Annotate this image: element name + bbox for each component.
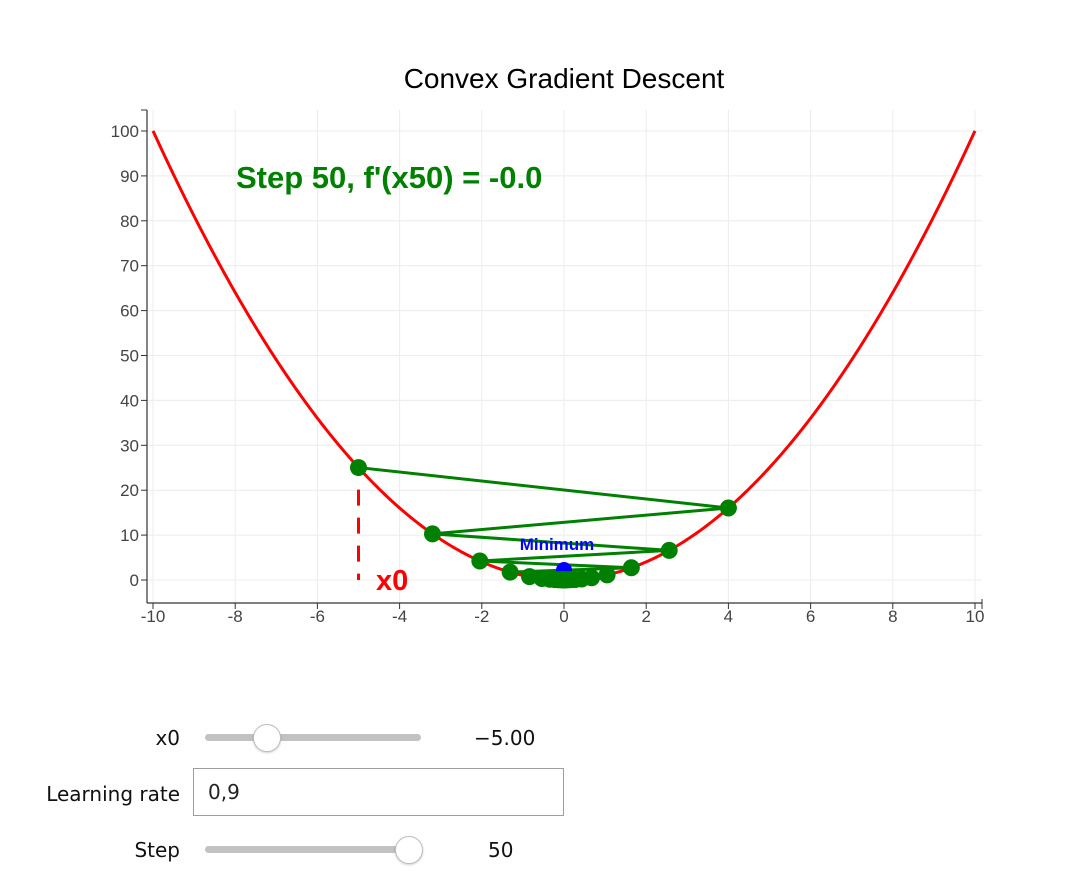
x-tick-label: 0 — [559, 607, 568, 626]
descent-path — [358, 466, 730, 582]
chart: Convex Gradient Descent -10 -8 -6 -4 -2 0 2 4 6 8… — [111, 63, 985, 626]
y-tick-label: 50 — [120, 347, 139, 366]
y-tick-label: 20 — [120, 481, 139, 500]
x-tick-label: 4 — [724, 607, 733, 626]
y-tick-label: 10 — [120, 526, 139, 545]
chart-title: Convex Gradient Descent — [404, 63, 725, 94]
iterate-point — [598, 566, 616, 584]
annotations: Step 50, f'(x50) = -0.0 x0 Minimum — [236, 160, 594, 597]
iterate-point — [555, 571, 573, 589]
step-label: Step — [134, 838, 180, 862]
learning-rate-label: Learning rate — [46, 782, 180, 806]
y-tick-label: 100 — [111, 122, 139, 141]
x-tick-label: -2 — [474, 607, 489, 626]
x-tick-label: -4 — [392, 607, 407, 626]
x0-slider[interactable] — [205, 734, 421, 741]
x-tick-label: -10 — [141, 607, 166, 626]
iterate-point — [719, 499, 737, 517]
x0-slider-thumb[interactable] — [252, 724, 281, 752]
step-slider[interactable] — [205, 846, 421, 853]
iterate-point — [501, 563, 519, 581]
x-tick-label: 2 — [641, 607, 650, 626]
iterate-point — [423, 525, 441, 543]
y-tick-label: 70 — [120, 257, 139, 276]
y-tick-label: 30 — [120, 436, 139, 455]
x-tick-label: 10 — [966, 607, 985, 626]
iterate-point — [471, 552, 489, 570]
step-slider-thumb[interactable] — [395, 836, 423, 864]
iterate-point — [660, 541, 678, 559]
iterate-point — [350, 459, 367, 477]
y-tick-label: 40 — [120, 391, 139, 410]
x-tick-label: 8 — [888, 607, 897, 626]
x0-label: x0 — [155, 726, 180, 750]
descent-path-layer — [358, 466, 730, 582]
y-tick-label: 80 — [120, 212, 139, 231]
x-tick-label: -8 — [228, 607, 243, 626]
learning-rate-input[interactable]: 0,9 — [193, 768, 564, 816]
y-tick-label: 0 — [130, 571, 139, 590]
step-value: 50 — [488, 838, 514, 862]
x-tick-label: 6 — [806, 607, 815, 626]
iterate-point — [622, 559, 640, 577]
x-tick-label: -6 — [310, 607, 325, 626]
x0-annotation: x0 — [376, 565, 408, 597]
y-tick-label: 90 — [120, 167, 139, 186]
iterate-markers — [350, 459, 737, 589]
x0-value: −5.00 — [474, 726, 536, 750]
iterate-point — [521, 568, 539, 586]
minimum-label: Minimum — [520, 535, 595, 554]
controls-panel: x0 −5.00 Learning rate 0,9 Step 50 — [0, 710, 1088, 877]
step-annotation: Step 50, f'(x50) = -0.0 — [236, 160, 542, 195]
y-tick-label: 60 — [120, 302, 139, 321]
